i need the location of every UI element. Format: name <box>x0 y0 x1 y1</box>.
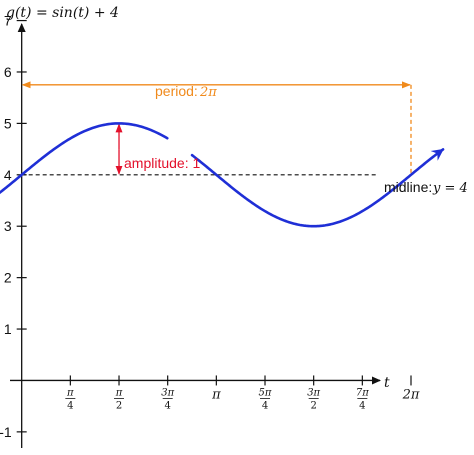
x-tick-denominator: 4 <box>359 400 365 411</box>
y-tick-label: 3 <box>4 218 12 234</box>
y-tick-label: -1 <box>0 424 12 440</box>
function-curve-right <box>190 148 445 228</box>
y-axis-label: g(t) = sin(t) + 4 <box>6 5 119 21</box>
midline-equation: y = 4 <box>432 181 468 196</box>
x-tick-label: 3π4 <box>161 387 174 411</box>
x-tick-numerator: 5π <box>259 387 272 398</box>
y-tick-label: 6 <box>4 64 12 80</box>
x-tick-label: π4 <box>65 387 76 411</box>
x-tick-denominator: 2 <box>116 400 122 411</box>
x-tick-label: 3π2 <box>307 387 320 411</box>
x-tick-label: 5π4 <box>259 387 272 411</box>
x-tick-label: π <box>211 387 221 402</box>
x-tick-numerator: π <box>66 387 74 398</box>
midline-label: midline: <box>384 179 432 195</box>
y-tick-label: 4 <box>4 167 12 183</box>
period-value: 2π <box>199 85 217 100</box>
x-tick-denominator: 2 <box>310 400 316 411</box>
x-axis-label: t <box>384 375 390 391</box>
x-tick-denominator: 4 <box>164 400 170 411</box>
x-tick-numerator: 3π <box>161 387 174 398</box>
x-tick-label: 7π4 <box>356 387 369 411</box>
x-tick-numerator: π <box>115 387 123 398</box>
function-curve-left <box>0 122 169 195</box>
x-tick-denominator: 4 <box>262 400 268 411</box>
y-tick-label: 2 <box>4 270 12 286</box>
amplitude-label: amplitude: 1 <box>124 155 200 171</box>
x-tick-denominator: 4 <box>67 400 73 411</box>
y-tick-label: 5 <box>4 115 12 131</box>
y-tick-label: 7 <box>4 13 12 29</box>
x-tick-numerator: 3π <box>307 387 320 398</box>
x-tick-label: 2π <box>402 387 420 402</box>
y-tick-label: 1 <box>4 321 12 337</box>
x-tick-label: π2 <box>114 387 125 411</box>
x-tick-numerator: 7π <box>356 387 369 398</box>
period-label: period: <box>155 83 198 99</box>
